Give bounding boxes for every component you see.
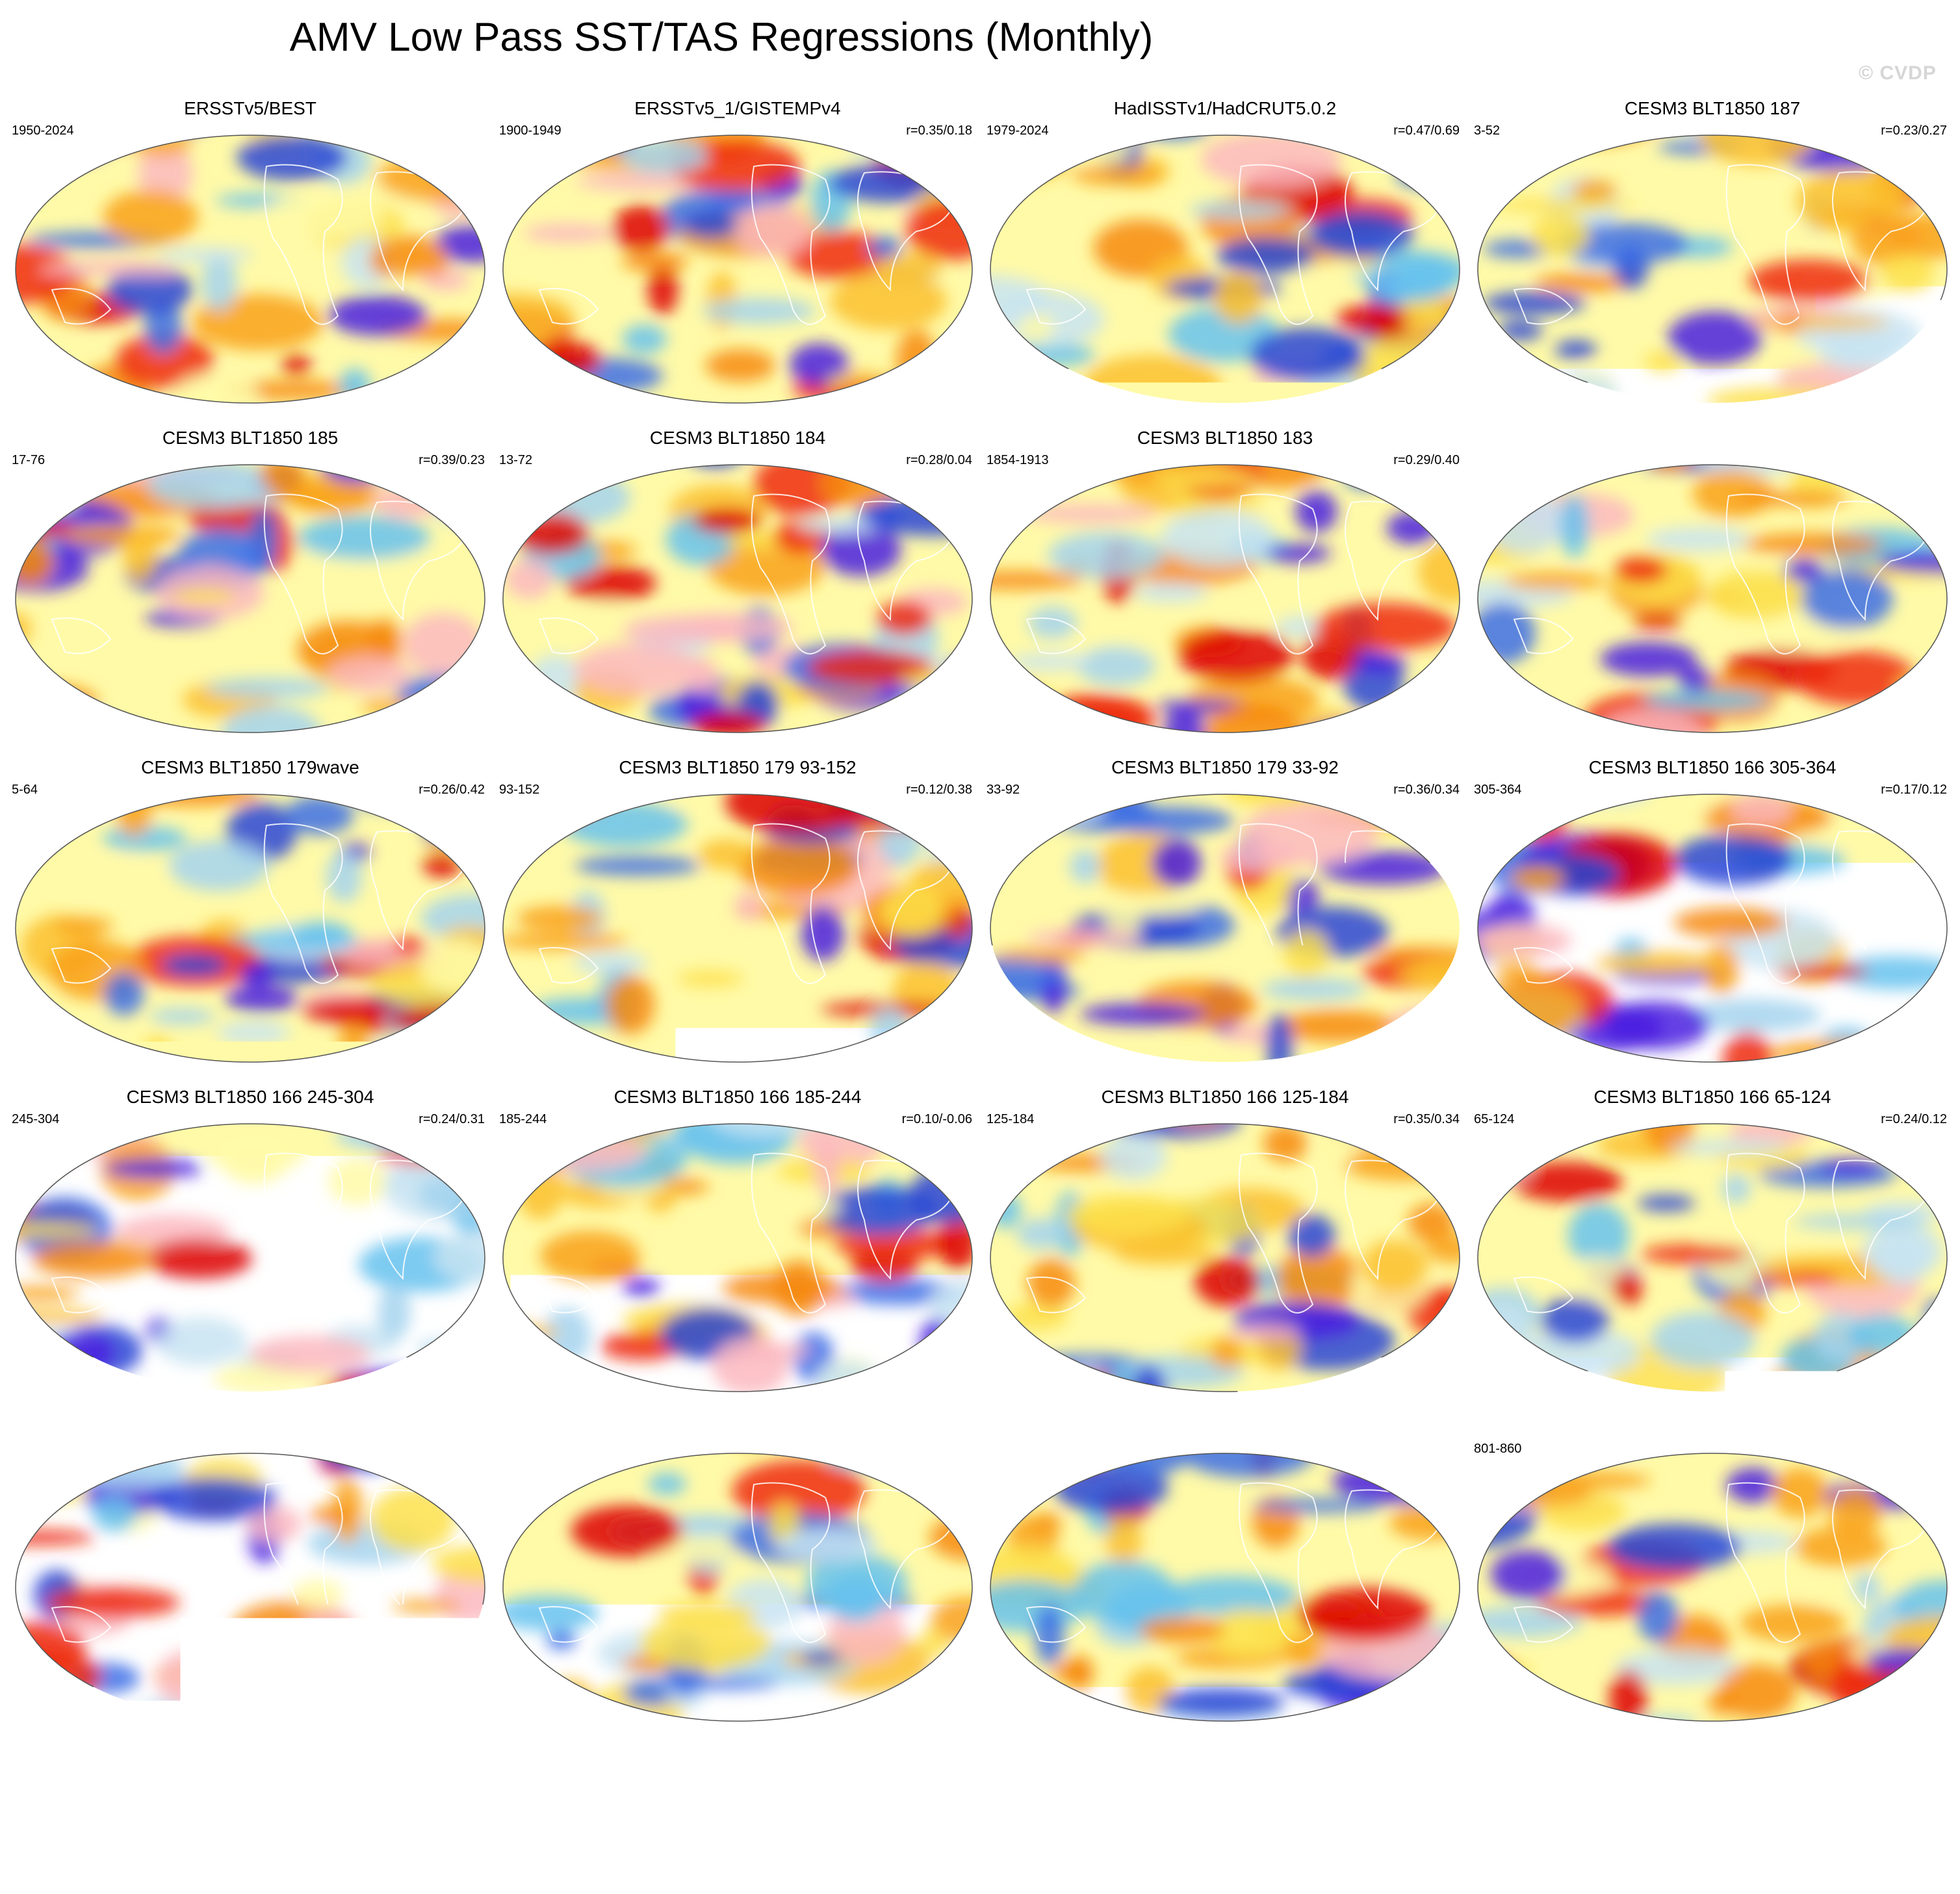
map-panel: CESM3 BLT1850 166 305-364 305-364 r=0.17/0… (1469, 757, 1956, 1069)
panel-title: CESM3 BLT1850 185 (6, 427, 494, 449)
colorbar-segment (1438, 1778, 1495, 1808)
panel-title: CESM2 piControl D (6, 1416, 494, 1438)
map-panel: CESM3 BLT1850 166 65-124 65-124 r=0.24/0.1… (1469, 1086, 1956, 1398)
regression-map (988, 121, 1462, 407)
colorbar-segment (1095, 1778, 1152, 1808)
colorbar-tick-label: -0.8 (840, 1812, 891, 1847)
colorbar-segment (1324, 1778, 1381, 1808)
panel-title: CESM3 BLT1850 166 245-304 (6, 1086, 494, 1108)
map-panel: CESM3 BLT1850 183 1854-1913 r=0.29/0.40 (981, 427, 1469, 739)
panel-title: HadISSTv1/HadCRUT5.0.2 (981, 97, 1469, 120)
colorbar-tick-label: 3.2 (1417, 1812, 1458, 1847)
panel-title: CESM3 BLT1850 184 (494, 427, 981, 449)
colorbar-segment (466, 1778, 523, 1808)
regression-map (13, 1109, 487, 1395)
cvdp-watermark: © CVDP (1859, 62, 1937, 84)
colorbar-tick-label: 1.6 (1188, 1812, 1230, 1847)
colorbar-segment (981, 1778, 1038, 1808)
map-panel: CESM3 BLT1850 166 185-244 185-244 r=0.10/-… (494, 1086, 981, 1398)
regression-map (988, 1439, 1462, 1725)
map-panel: HadISSTv1/HadCRUT5.0.2 1979-2024 r=0.47/0.… (981, 97, 1469, 409)
colorbar (351, 1777, 1553, 1808)
map-panel: ERSSTv5_1/GISTEMPv4 1900-1949 r=0.35/0.18 (494, 97, 981, 409)
panel-title: CESM3 BLT1850 179 33-92 (981, 757, 1469, 779)
colorbar-tick-label: 0 (972, 1812, 988, 1847)
colorbar-segment (866, 1778, 923, 1808)
map-panel: CESM3 BLT1850 166 245-304 245-304 r=0.24/0… (6, 1086, 494, 1398)
map-panel: CESM2 piControl A 801-860 r=0.26/0.30 (1469, 1416, 1956, 1728)
panel-title: CESM3 BLT1850 179wave (6, 757, 494, 779)
regression-map (500, 121, 975, 407)
colorbar-segment (1381, 1778, 1438, 1808)
colorbar-segment (923, 1778, 981, 1808)
regression-map (1475, 121, 1950, 407)
regression-map (13, 1439, 487, 1725)
regression-map (1475, 1439, 1950, 1725)
panel-title: CESM3 BLT1850 179 93-152 (494, 757, 981, 779)
colorbar-segment (695, 1778, 752, 1808)
colorbar-segment (1267, 1778, 1324, 1808)
colorbar-tick-label: 4 (1543, 1812, 1560, 1847)
map-panel: CESM3 BLT1850 179 93-152 93-152 r=0.12/0.3… (494, 757, 981, 1069)
colorbar-segment (809, 1778, 866, 1808)
panel-title: CESM3 BLT1850 182 (1469, 427, 1956, 449)
panel-title: CESM3 BLT1850 166 65-124 (1469, 1086, 1956, 1108)
colorbar-segment (409, 1778, 466, 1808)
colorbar-legend: -4 -3.2 -2.4 -1.6 -0.8 0 0.8 1.6 2.4 3.2 4 C/C/C (351, 1777, 1612, 1888)
regression-map (988, 1109, 1462, 1395)
panel-title: CESM3 BLT1850 166 185-244 (494, 1086, 981, 1108)
colorbar-tick-label: -3.2 (496, 1812, 548, 1847)
map-panel: CESM3 BLT1850 184 13-72 r=0.28/0.04 (494, 427, 981, 739)
panel-title: CESM2 piControl C (494, 1416, 981, 1438)
regression-map (1475, 1109, 1950, 1395)
colorbar-segment (523, 1778, 580, 1808)
colorbar-segment (638, 1778, 695, 1808)
regression-map (1475, 450, 1950, 736)
panel-title: CESM2 piControl A (1469, 1416, 1956, 1438)
map-panel: CESM3 BLT1850 179 33-92 33-92 r=0.36/0.34 (981, 757, 1469, 1069)
map-panel: CESM3 BLT1850 187 3-52 r=0.23/0.27 (1469, 97, 1956, 409)
map-panel: CESM3 BLT1850 166 125-184 125-184 r=0.35/0… (981, 1086, 1469, 1398)
colorbar-tick-label: 2.4 (1302, 1812, 1344, 1847)
map-panel: CESM3 BLT1850 182 25-84 r=0.38/-0.02 (1469, 427, 1956, 739)
regression-map (500, 450, 975, 736)
colorbar-tick-label: -1.6 (725, 1812, 777, 1847)
regression-map (500, 1439, 975, 1725)
colorbar-segment (752, 1778, 809, 1808)
regression-map (988, 450, 1462, 736)
panel-title: ERSSTv5/BEST (6, 97, 494, 120)
map-panel: CESM2 piControl C 1001-1060 r=0.45/0.11 (494, 1416, 981, 1728)
colorbar-tick-label: -2.4 (611, 1812, 662, 1847)
map-panel: CESM2 piControl D 1101-1160 r=0.28/0.23 (6, 1416, 494, 1728)
colorbar-segment (1495, 1778, 1553, 1808)
map-panel: ERSSTv5/BEST 1950-2024 (6, 97, 494, 409)
map-panel: CESM3 BLT1850 185 17-76 r=0.39/0.23 (6, 427, 494, 739)
regression-map (1475, 780, 1950, 1066)
colorbar-segment (1152, 1778, 1209, 1808)
regression-map (500, 1109, 975, 1395)
figure-title: AMV Low Pass SST/TAS Regressions (Monthl… (0, 12, 1443, 64)
colorbar-tick-label: 0.8 (1074, 1812, 1115, 1847)
panel-title: CESM3 BLT1850 166 305-364 (1469, 757, 1956, 779)
regression-map (13, 450, 487, 736)
map-panel: CESM3 BLT1850 179wave 5-64 r=0.26/0.42 (6, 757, 494, 1069)
regression-map (500, 780, 975, 1066)
panel-title: CESM2 piControl B (981, 1416, 1469, 1438)
regression-map (988, 780, 1462, 1066)
panel-title: CESM3 BLT1850 183 (981, 427, 1469, 449)
colorbar-segment (580, 1778, 638, 1808)
regression-map (13, 121, 487, 407)
map-panel: CESM2 piControl B 901-960 r=0.21/-0.01 (981, 1416, 1469, 1728)
panel-title: CESM3 BLT1850 166 125-184 (981, 1086, 1469, 1108)
colorbar-tick-label: -4 (395, 1812, 422, 1847)
panel-title: ERSSTv5_1/GISTEMPv4 (494, 97, 981, 120)
panel-title: CESM3 BLT1850 187 (1469, 97, 1956, 120)
colorbar-segment (1038, 1778, 1095, 1808)
colorbar-units-label: C/C/C (351, 1849, 1612, 1884)
colorbar-segment (1209, 1778, 1267, 1808)
regression-map (13, 780, 487, 1066)
colorbar-segment (352, 1778, 409, 1808)
